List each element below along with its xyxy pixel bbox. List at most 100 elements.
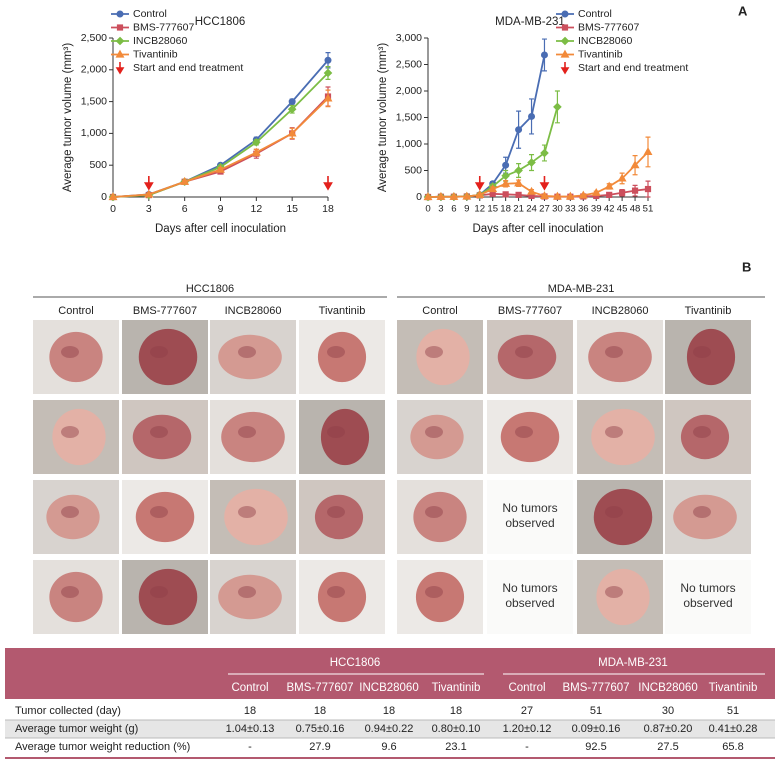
no-tumor-note: No tumors observed [502,501,558,530]
table-column-header: BMS-777607 [286,682,353,694]
table-group-title: MDA-MB-231 [598,657,668,669]
table-column-header: Tivantinib [709,682,758,694]
tumor-detail [61,426,79,438]
group-title: HCC1806 [186,283,234,295]
point [488,184,498,193]
tumor-detail [150,346,168,358]
point [502,191,509,198]
table-cell: 0.87±0.20 [644,723,693,735]
point [115,36,125,46]
tumor-detail [515,426,533,438]
point [606,191,613,198]
x-axis-label: Days after cell inoculation [472,223,603,235]
table-column-header: Control [231,682,268,694]
y-tick-label: 1,500 [81,95,107,107]
tumor-detail [327,506,345,518]
x-tick-label: 6 [451,204,456,215]
point [462,191,472,200]
point [540,51,548,59]
table-cell: 30 [662,705,674,717]
y-tick-label: 2,000 [81,64,107,76]
tumor-detail [693,426,711,438]
point [604,181,614,190]
x-tick-label: 15 [286,203,298,215]
point [528,112,536,120]
column-header: Control [422,305,457,317]
tumor [138,328,198,386]
point [475,190,485,198]
tumor-detail [150,586,168,598]
y-tick-label: 3,000 [396,32,422,44]
x-tick-label: 33 [565,204,576,215]
table-cell: 92.5 [585,741,606,753]
legend-arrow [115,62,125,75]
series-line [427,54,546,198]
point [116,24,124,31]
tumor-detail [693,346,711,358]
legend-label: INCB28060 [133,35,187,47]
point [591,187,601,196]
point [449,191,459,200]
table-column-header: Control [508,682,545,694]
tumor [135,491,195,543]
x-tick-label: 30 [552,204,563,215]
tumor [497,334,557,380]
table-cell: 51 [590,705,602,717]
x-tick-label: 0 [110,203,116,215]
point [514,166,523,175]
x-tick-label: 12 [474,204,485,215]
tumor [415,571,465,623]
tumor [218,574,282,620]
point [540,191,549,200]
table-cell: 18 [314,705,326,717]
tumor-detail [327,346,345,358]
point [502,161,510,169]
point [323,68,333,78]
y-tick-label: 1,500 [396,111,422,123]
y-tick-label: 1,000 [396,138,422,150]
x-tick-label: 27 [539,204,550,215]
x-tick-label: 15 [487,204,498,215]
tumor [317,331,367,383]
point [436,191,446,200]
table-cell: 18 [450,705,462,717]
table-cell: 9.6 [381,741,396,753]
empty-cell: No tumors observed [680,581,735,610]
y-tick-label: 2,000 [396,85,422,97]
table-cell: - [248,741,252,753]
tumor-detail [425,586,443,598]
point [561,10,569,18]
point [617,173,627,182]
point [565,191,575,200]
tumor-detail [605,426,623,438]
table-cell: 18 [383,705,395,717]
table-cell: 27.9 [309,741,330,753]
table-cell: 1.20±0.12 [503,723,552,735]
point [552,191,562,200]
tumor-detail [150,426,168,438]
y-axis-label: Average tumor volume (mm³) [377,43,389,192]
x-tick-label: 48 [630,204,641,215]
x-tick-label: 18 [500,204,511,215]
tumor [416,328,470,386]
point [216,164,225,173]
point [561,24,569,31]
point [423,192,433,201]
table-cell: 1.04±0.13 [226,723,275,735]
legend-label: Tivantinib [133,48,178,60]
point [144,189,154,198]
tumor-detail [238,346,256,358]
tumor [591,408,655,466]
tumor [500,411,560,463]
point [252,137,261,147]
tumor-detail [605,346,623,358]
x-tick-label: 3 [146,203,152,215]
row-label: Average tumor weight reduction (%) [15,741,190,753]
tumor [596,568,650,626]
tumor-detail [61,346,79,358]
y-tick-label: 500 [404,164,422,176]
tumor-detail [605,506,623,518]
legend-label: Control [578,8,612,20]
x-tick-label: 3 [438,204,443,215]
photo [487,560,573,634]
